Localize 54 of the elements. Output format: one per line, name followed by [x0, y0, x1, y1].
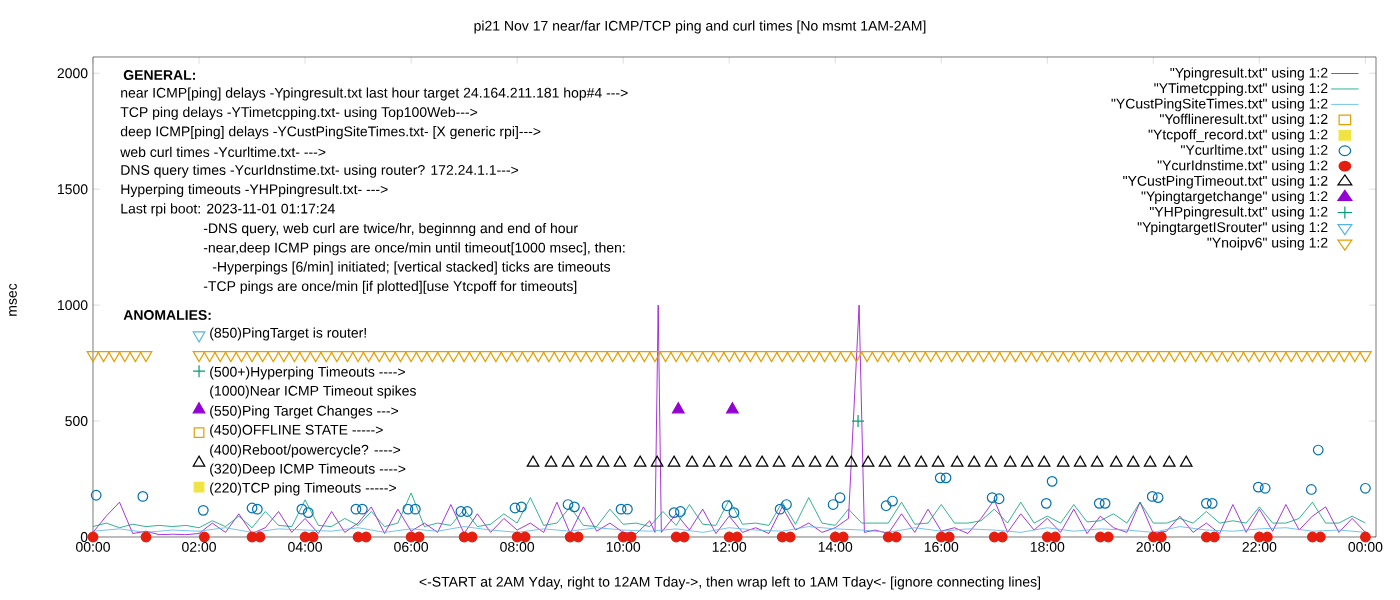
annotation: (220)TCP ping Timeouts ----->	[210, 482, 396, 496]
x-tick-label: 12:00	[712, 541, 747, 552]
legend-label: "YCustPingTimeout.txt" using 1:2	[1123, 175, 1328, 189]
x-tick-label: 22:00	[1242, 541, 1277, 552]
annotation: (320)Deep ICMP Timeouts ---->	[210, 463, 406, 477]
y-tick-label: 2000	[57, 68, 88, 79]
annotation: web curl times -Ycurltime.txt- --->	[120, 146, 326, 158]
y-tick-label: 0	[80, 532, 88, 542]
legend-label: "Ynoipv6" using 1:2	[1207, 237, 1328, 251]
annotation: near ICMP[ping] delays -Ypingresult.txt last hour target 24.164.211.181 hop#4 --->	[121, 87, 628, 101]
annotation: (450)OFFLINE STATE ----->	[210, 424, 383, 438]
x-axis-title: <-START at 2AM Yday, right to 12AM Tday->, then wrap left to 1AM Tday<- [ignore connecting lines]	[419, 576, 1040, 590]
annotation: -Hyperpings [6/min] initiated; [vertical stacked] ticks are timeouts	[212, 261, 611, 275]
x-tick-label: 16:00	[924, 541, 959, 552]
x-tick-label: 18:00	[1030, 541, 1065, 552]
legend-label: "YpingtargetISrouter" using 1:2	[1137, 221, 1328, 235]
y-tick-label: 1000	[57, 300, 88, 311]
legend-label: "Ypingtargetchange" using 1:2	[1141, 190, 1328, 204]
legend-label: "Ycurltime.txt" using 1:2	[1181, 144, 1328, 158]
annotation: TCP ping delays -YTimetcpping.txt- using Top100Web--->	[120, 106, 478, 120]
annotation: (850)PingTarget is router!	[210, 327, 366, 341]
x-tick-label: 04:00	[288, 541, 323, 552]
annotation: (1000)Near ICMP Timeout spikes	[210, 385, 416, 399]
annotation: -DNS query, web curl are twice/hr, beginnng and end of hour	[203, 222, 578, 237]
annotation: -near,deep ICMP pings are once/min until timeout[1000 msec], then:	[203, 242, 625, 256]
y-tick-label: 500	[65, 416, 88, 427]
legend-label: "YcurIdnstime.txt" using 1:2	[1157, 160, 1328, 174]
y-tick-label: 1500	[57, 184, 88, 195]
annotation: -TCP pings are once/min [if plotted][use Ytcpoff for timeouts]	[203, 280, 577, 294]
annotation: (500+)Hyperping Timeouts ---->	[210, 366, 405, 380]
annotation: (400)Reboot/powercycle? ---->	[210, 444, 401, 458]
annotation: GENERAL:	[123, 70, 196, 80]
x-tick-label: 08:00	[500, 541, 535, 552]
x-tick-label: 20:00	[1136, 541, 1171, 552]
legend-label: "Ytcpoff_record.txt" using 1:2	[1148, 129, 1328, 143]
x-tick-label: 10:00	[606, 541, 641, 552]
x-tick-label: 02:00	[182, 541, 216, 552]
annotation: Last rpi boot: 2023-11-01 01:17:24	[121, 203, 335, 217]
x-tick-label: 00:00	[76, 541, 110, 552]
annotation: Hyperping timeouts -YHPpingresult.txt- --->	[121, 183, 388, 198]
legend-label: "YHPpingresult.txt" using 1:2	[1149, 206, 1328, 220]
chart-title: pi21 Nov 17 near/far ICMP/TCP ping and curl times [No msmt 1AM-2AM]	[474, 20, 926, 34]
annotation: (550)Ping Target Changes --->	[210, 405, 399, 419]
x-tick-label: 14:00	[818, 541, 853, 552]
annotation: DNS query times -YcurIdnstime.txt- using router? 172.24.1.1--->	[121, 164, 519, 178]
legend-label: "YTimetcpping.txt" using 1:2	[1154, 82, 1328, 96]
legend-label: "Ypingresult.txt" using 1:2	[1170, 67, 1328, 81]
x-tick-label: 06:00	[394, 541, 429, 552]
legend-label: "Yofflineresult.txt" using 1:2	[1160, 113, 1328, 127]
y-axis-title: msec	[9, 283, 17, 316]
annotation: deep ICMP[ping] delays -YCustPingSiteTimes.txt- [X generic rpi]--->	[120, 126, 541, 140]
legend-label: "YCustPingSiteTimes.txt" using 1:2	[1111, 98, 1328, 112]
annotation: ANOMALIES:	[123, 310, 211, 320]
x-tick-label: 00:00	[1348, 541, 1383, 552]
